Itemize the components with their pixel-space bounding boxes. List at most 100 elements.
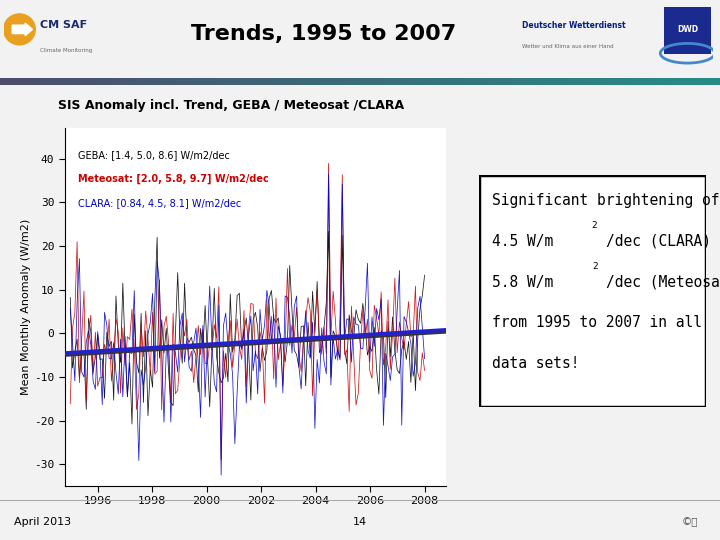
Bar [648,78,651,85]
Text: /dec (CLARA) to: /dec (CLARA) to [606,234,720,249]
Bar [407,78,410,85]
Bar [670,78,672,85]
Bar [588,78,590,85]
Bar [713,78,716,85]
Bar [523,78,526,85]
Bar [441,78,444,85]
Text: 2: 2 [593,262,598,271]
Bar [525,78,528,85]
Bar [665,78,667,85]
Bar [631,78,634,85]
Bar [0,78,3,85]
Bar [5,78,8,85]
Bar [557,78,559,85]
Bar [222,78,225,85]
Bar [390,78,393,85]
Bar [366,78,369,85]
Bar [371,78,374,85]
Bar [156,78,160,85]
Bar [274,78,278,85]
Bar [328,78,330,85]
Bar [487,78,490,85]
Bar [566,78,569,85]
Bar [53,78,56,85]
Bar [12,78,15,85]
Bar [537,78,540,85]
Text: /dec (Meteosat): /dec (Meteosat) [606,274,720,289]
Bar [333,78,336,85]
Bar [650,78,653,85]
Bar [195,78,198,85]
Bar [9,78,13,85]
Bar [711,78,714,85]
Bar [89,78,92,85]
Bar [236,78,239,85]
Bar [424,78,427,85]
Bar [84,78,87,85]
Bar [410,78,413,85]
Bar [701,78,704,85]
Bar [559,78,562,85]
Bar [520,78,523,85]
Bar [677,78,680,85]
Bar [674,78,678,85]
Bar [684,78,687,85]
Bar [263,78,266,85]
Bar [621,78,624,85]
Bar [455,78,458,85]
Text: Deutscher Wetterdienst: Deutscher Wetterdienst [522,21,626,30]
Bar [513,78,516,85]
Text: DWD: DWD [677,25,698,34]
Bar [116,78,119,85]
Bar [619,78,622,85]
Bar [364,78,366,85]
Bar [351,78,355,85]
Bar [181,78,184,85]
Bar [380,78,384,85]
Bar [516,78,518,85]
Bar [335,78,338,85]
Bar [503,78,506,85]
Bar [421,78,425,85]
Bar [397,78,400,85]
Bar [24,78,27,85]
Bar [453,78,456,85]
Bar [412,78,415,85]
Bar [385,78,388,85]
Bar [113,78,117,85]
Bar [657,78,660,85]
Bar [467,78,470,85]
Bar [595,78,598,85]
Bar [229,78,232,85]
Bar [402,78,405,85]
Bar [190,78,194,85]
FancyBboxPatch shape [479,174,706,407]
Bar [19,78,22,85]
Text: 14: 14 [353,517,367,527]
Bar [188,78,191,85]
Bar [109,78,112,85]
Bar [77,78,80,85]
Bar [79,78,83,85]
Bar [118,78,121,85]
Text: SIS Anomaly incl. Trend, GEBA / Meteosat /CLARA: SIS Anomaly incl. Trend, GEBA / Meteosat… [58,99,404,112]
Bar [482,78,485,85]
Bar [231,78,234,85]
Bar [549,78,552,85]
Bar [287,78,289,85]
Bar [265,78,268,85]
Bar [193,78,196,85]
Bar [27,78,30,85]
Bar [600,78,603,85]
Text: April 2013: April 2013 [14,517,71,527]
Bar [597,78,600,85]
Bar [253,78,256,85]
Bar [689,78,692,85]
Bar [448,78,451,85]
Bar [171,78,174,85]
Bar [417,78,420,85]
Bar [373,78,377,85]
Bar [474,78,477,85]
Bar [501,78,504,85]
Bar [127,78,131,85]
